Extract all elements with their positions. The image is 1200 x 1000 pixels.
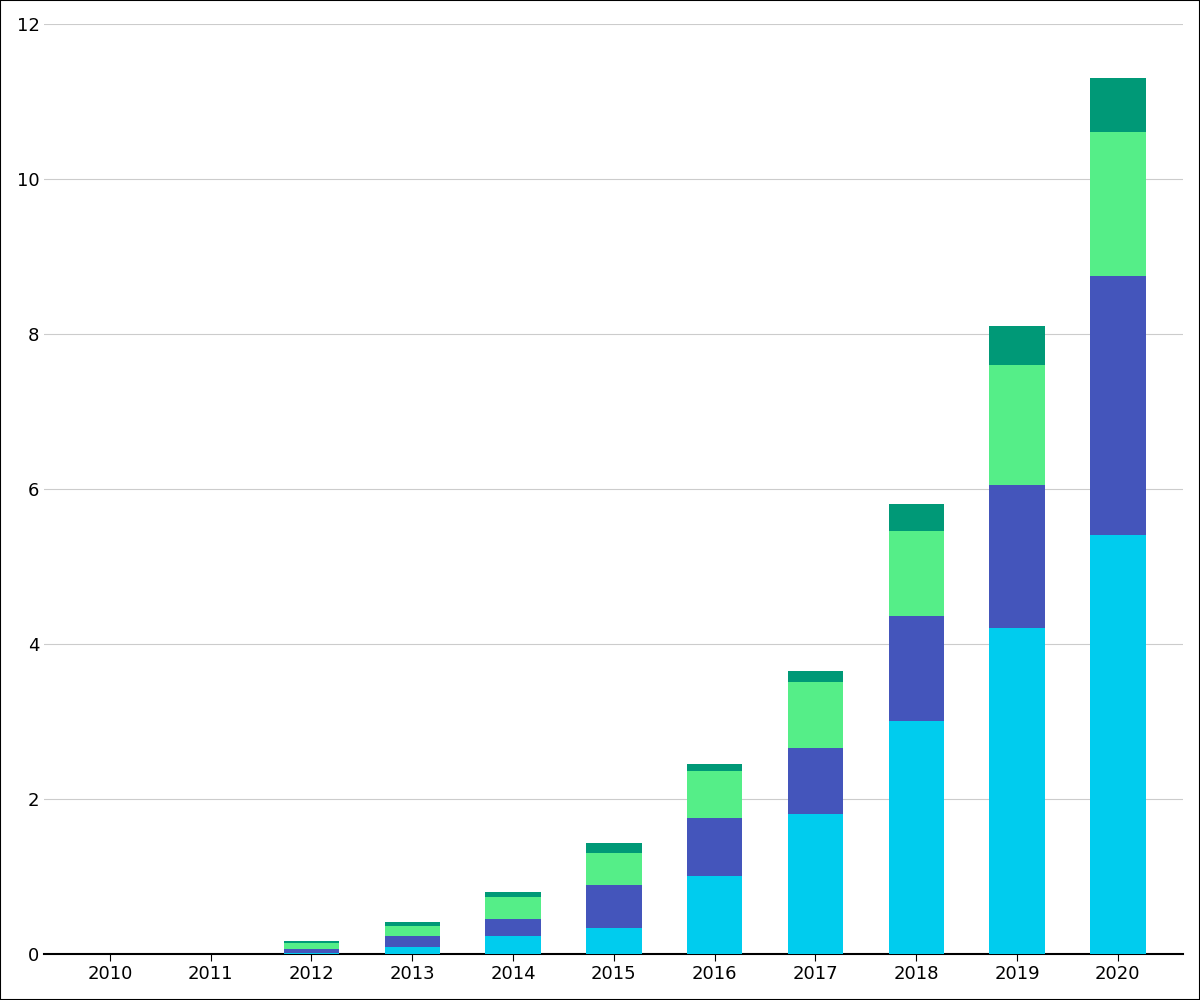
Bar (888, 721, 944, 954)
Bar (989, 485, 1045, 628)
Bar (989, 365, 1045, 485)
Bar (586, 928, 642, 954)
Bar (686, 818, 743, 876)
Bar (888, 616, 944, 721)
Bar (1090, 535, 1146, 954)
Bar (888, 531, 944, 616)
Bar (787, 748, 844, 814)
Bar (686, 771, 743, 818)
Bar (989, 628, 1045, 954)
Bar (485, 892, 541, 897)
Bar (686, 876, 743, 954)
Bar (586, 885, 642, 928)
Bar (485, 897, 541, 919)
Bar (283, 943, 340, 949)
Bar (787, 671, 844, 682)
Bar (787, 682, 844, 748)
Bar (686, 764, 743, 771)
Bar (384, 947, 440, 954)
Bar (283, 941, 340, 943)
Bar (283, 949, 340, 953)
Bar (586, 853, 642, 885)
Bar (989, 326, 1045, 365)
Bar (586, 843, 642, 853)
Bar (485, 936, 541, 954)
Bar (384, 926, 440, 936)
Bar (787, 814, 844, 954)
Bar (384, 922, 440, 926)
Bar (485, 919, 541, 936)
Bar (1090, 78, 1146, 132)
Bar (384, 936, 440, 947)
Bar (1090, 276, 1146, 535)
Bar (1090, 132, 1146, 276)
Bar (888, 504, 944, 531)
